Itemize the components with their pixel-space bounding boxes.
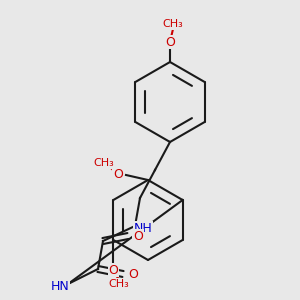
Text: CH₃: CH₃ xyxy=(94,158,114,168)
Text: O: O xyxy=(133,230,143,242)
Text: CH₃: CH₃ xyxy=(108,279,129,289)
Text: O: O xyxy=(128,268,138,281)
Text: NH: NH xyxy=(134,221,152,235)
Text: O: O xyxy=(165,35,175,49)
Text: O: O xyxy=(113,169,123,182)
Text: HN: HN xyxy=(51,280,69,292)
Text: O: O xyxy=(108,263,118,277)
Text: CH₃: CH₃ xyxy=(163,19,183,29)
